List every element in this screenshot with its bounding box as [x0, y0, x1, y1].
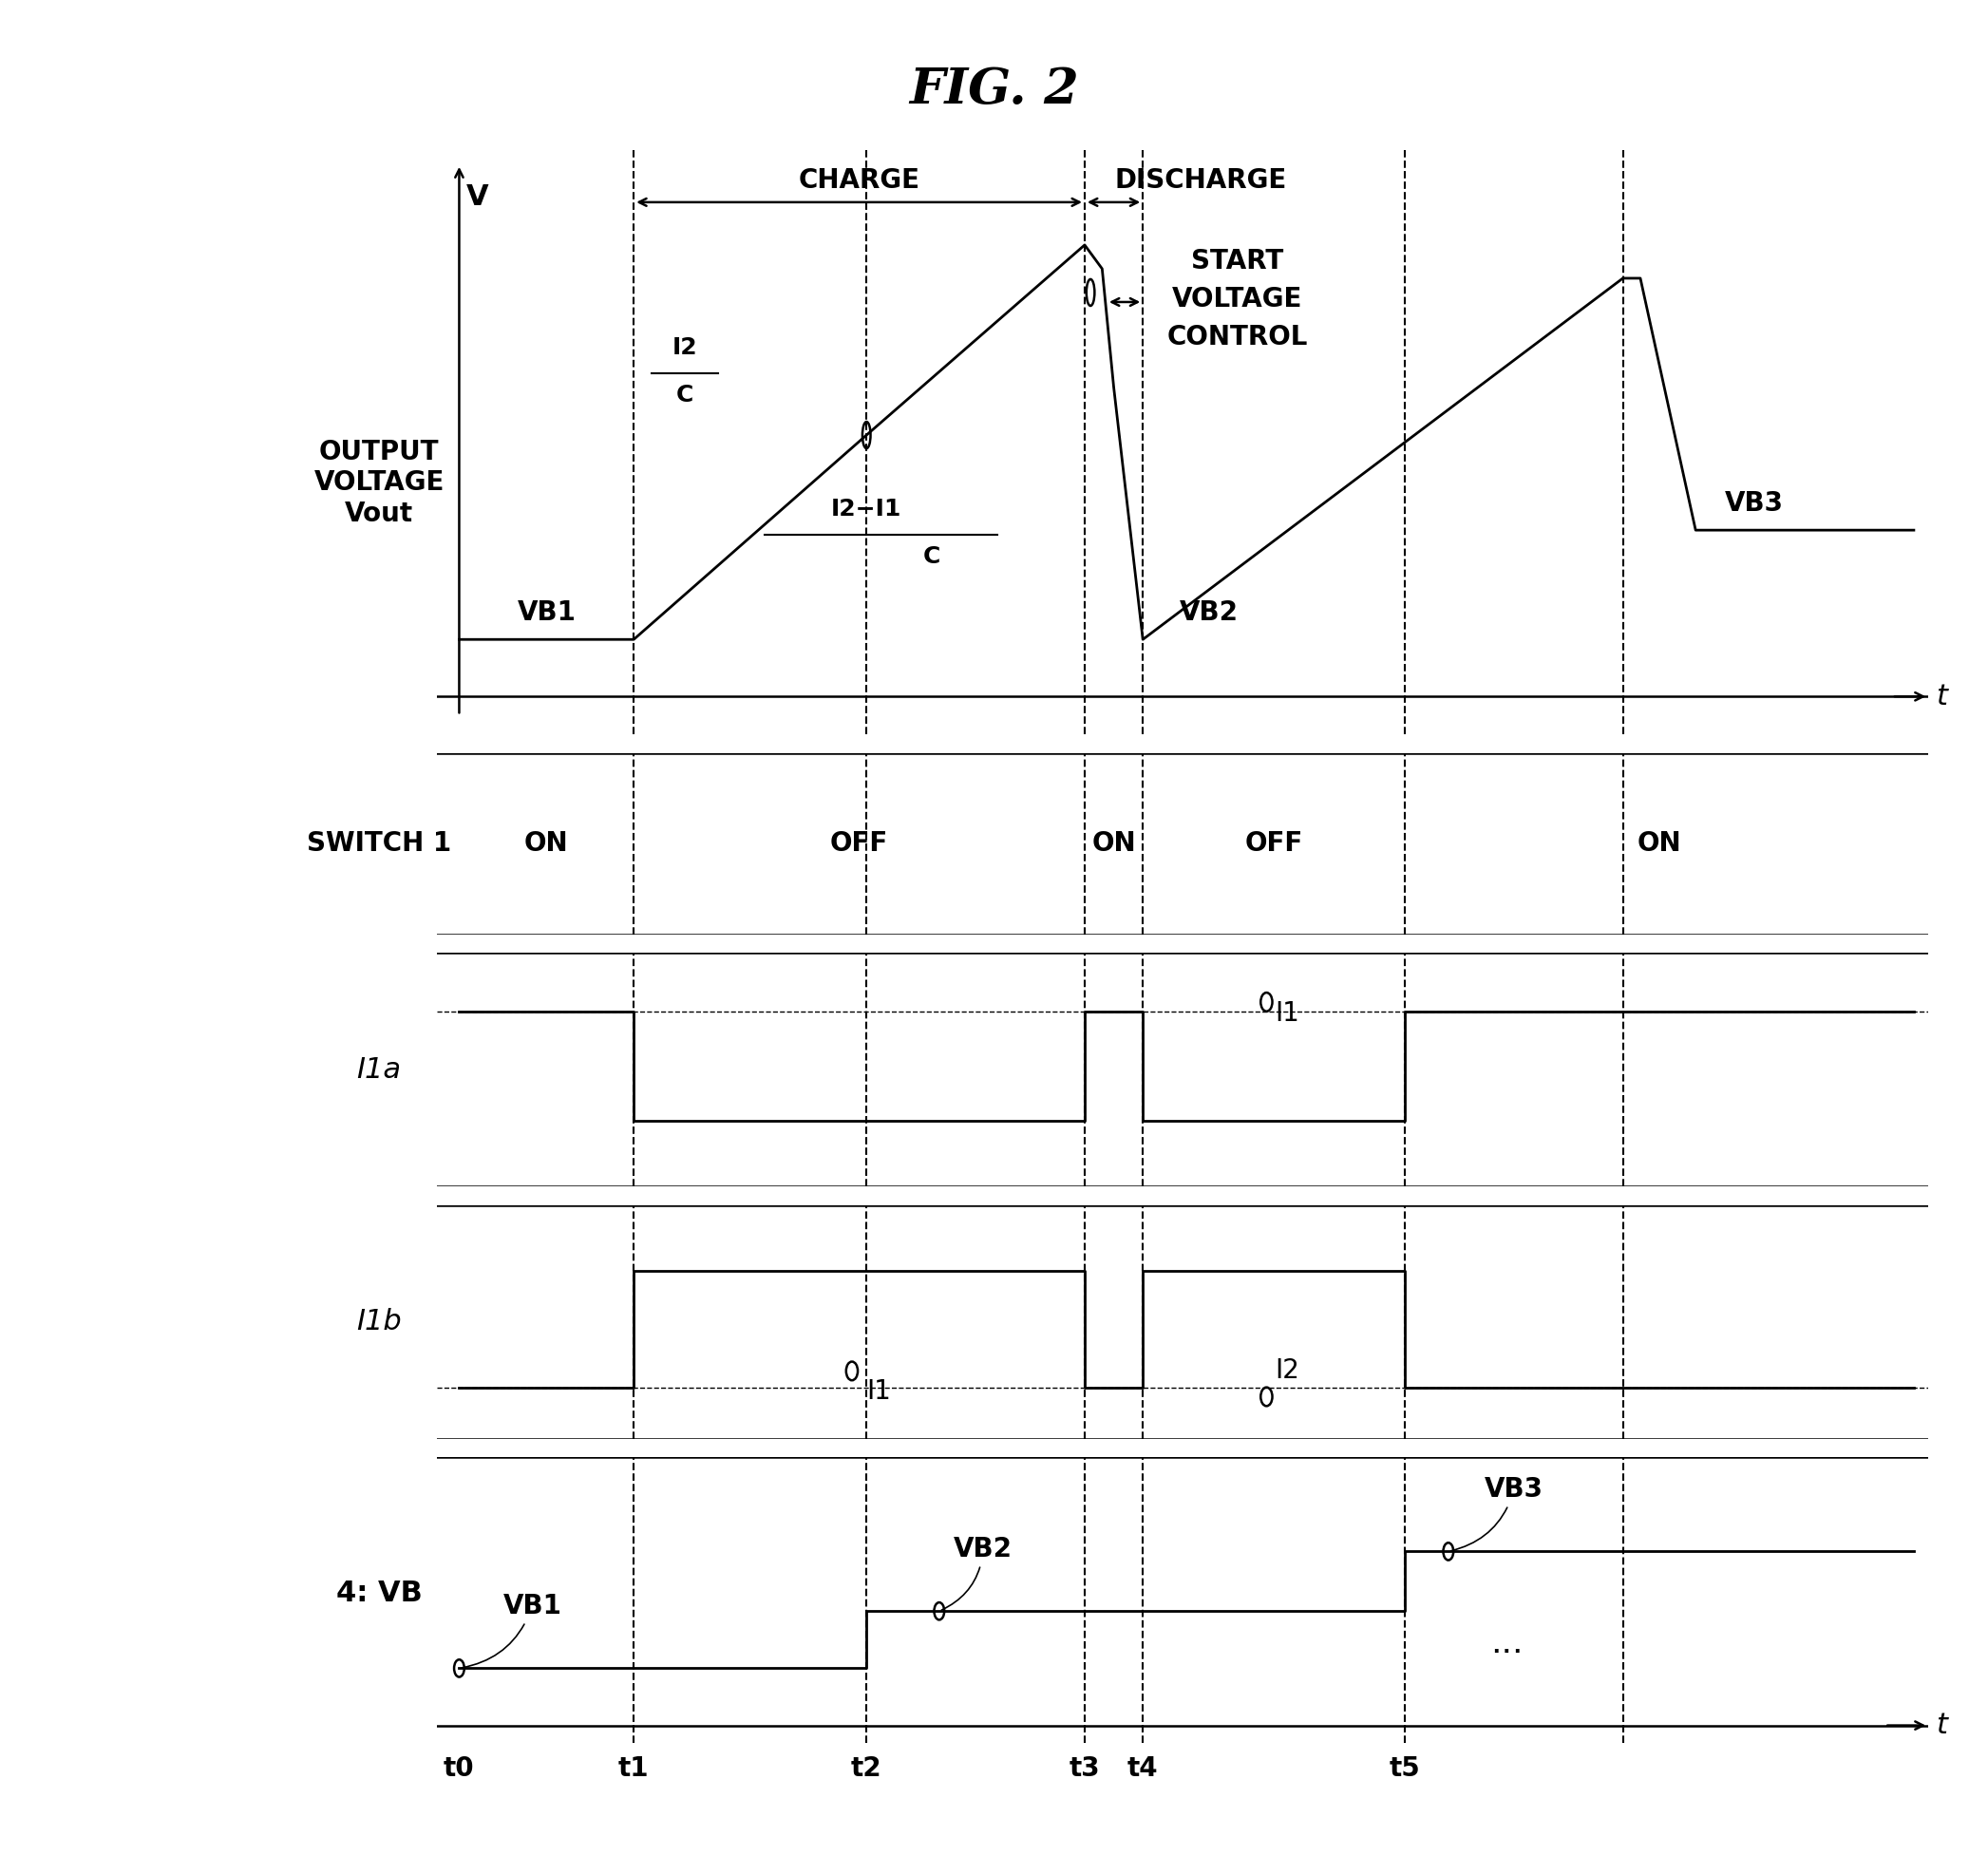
Text: ON: ON	[1636, 830, 1682, 856]
Text: VB3: VB3	[1451, 1477, 1543, 1552]
Text: VB3: VB3	[1726, 491, 1783, 517]
Text: OFF: OFF	[1244, 830, 1302, 856]
Text: ON: ON	[525, 830, 569, 856]
Text: VB1: VB1	[517, 600, 577, 626]
Text: 4: VB: 4: VB	[336, 1580, 421, 1608]
Text: t0: t0	[443, 1756, 475, 1782]
Text: I1: I1	[1274, 1001, 1300, 1027]
Text: t: t	[1936, 682, 1946, 710]
Text: V: V	[467, 184, 489, 210]
Text: I1b: I1b	[356, 1308, 402, 1336]
Text: I1a: I1a	[356, 1057, 402, 1083]
Text: C: C	[922, 545, 940, 568]
Text: VB1: VB1	[461, 1593, 561, 1668]
Text: VOLTAGE: VOLTAGE	[1173, 287, 1302, 313]
Text: C: C	[676, 384, 694, 407]
Text: t5: t5	[1390, 1756, 1419, 1782]
Text: START: START	[1191, 247, 1284, 274]
Text: VB2: VB2	[1179, 600, 1239, 626]
Text: SWITCH 1: SWITCH 1	[306, 830, 451, 856]
Text: I1: I1	[867, 1377, 891, 1406]
Text: ON: ON	[1091, 830, 1135, 856]
Text: I2−I1: I2−I1	[831, 498, 903, 521]
Text: OUTPUT
VOLTAGE
Vout: OUTPUT VOLTAGE Vout	[314, 439, 445, 527]
Text: VB2: VB2	[942, 1535, 1012, 1610]
Text: DISCHARGE: DISCHARGE	[1115, 167, 1286, 193]
Text: CONTROL: CONTROL	[1167, 324, 1308, 350]
Text: I2: I2	[1274, 1357, 1300, 1383]
Text: t1: t1	[618, 1756, 650, 1782]
Text: t2: t2	[851, 1756, 883, 1782]
Text: CHARGE: CHARGE	[799, 167, 920, 193]
Text: t4: t4	[1127, 1756, 1159, 1782]
Text: t3: t3	[1070, 1756, 1099, 1782]
Text: FIG. 2: FIG. 2	[909, 66, 1079, 114]
Text: OFF: OFF	[831, 830, 889, 856]
Text: I2: I2	[672, 335, 698, 360]
Text: ...: ...	[1491, 1627, 1523, 1660]
Text: t: t	[1936, 1711, 1946, 1739]
